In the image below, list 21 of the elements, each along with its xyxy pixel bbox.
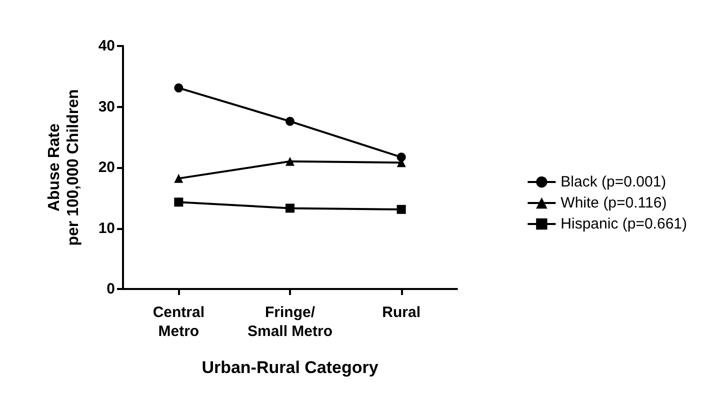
y-tick-label: 40: [98, 38, 115, 54]
point: [286, 156, 294, 166]
x-tick-label: Central Metro: [152, 304, 205, 340]
x-axis-title: Urban-Rural Category: [202, 358, 379, 377]
x-tick-label: Fringe/ Small Metro: [247, 304, 333, 340]
legend-label: Black (p=0.001): [560, 174, 666, 190]
y-tick-label: 10: [98, 220, 115, 237]
legend-label: Hispanic (p=0.661): [560, 216, 688, 232]
point: [174, 83, 184, 92]
x-tick-label: Rural: [382, 304, 421, 321]
y-tick-label: 0: [106, 280, 115, 298]
point: [174, 174, 184, 183]
point: [174, 198, 184, 207]
legend-label: White (p=0.116): [560, 194, 667, 212]
y-tick-label: 30: [98, 98, 115, 116]
point: [286, 204, 294, 213]
y-tick-label: 20: [98, 159, 115, 176]
point: [396, 152, 406, 162]
y-axis-title: Abuse Rate per 100,000 Children: [46, 89, 82, 246]
point: [286, 116, 294, 126]
point: [396, 204, 406, 214]
